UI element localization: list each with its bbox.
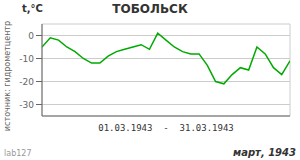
- html-text:март, 1943: март, 1943: [233, 147, 296, 158]
- svg-text:0: 0: [28, 31, 34, 41]
- html-text:lab127: lab127: [4, 149, 32, 158]
- svg-text:-10: -10: [19, 54, 34, 64]
- html-text:источник: гидрометцентр: источник: гидрометцентр: [2, 20, 12, 132]
- svg-text:-20: -20: [19, 77, 34, 87]
- html-text:t,°C: t,°C: [22, 3, 43, 14]
- html-text:01.03.1943 - 31.03.1943: 01.03.1943 - 31.03.1943: [98, 123, 234, 133]
- html-text:ТОБОЛЬСК: ТОБОЛЬСК: [112, 2, 188, 16]
- svg-text:-30: -30: [19, 100, 34, 110]
